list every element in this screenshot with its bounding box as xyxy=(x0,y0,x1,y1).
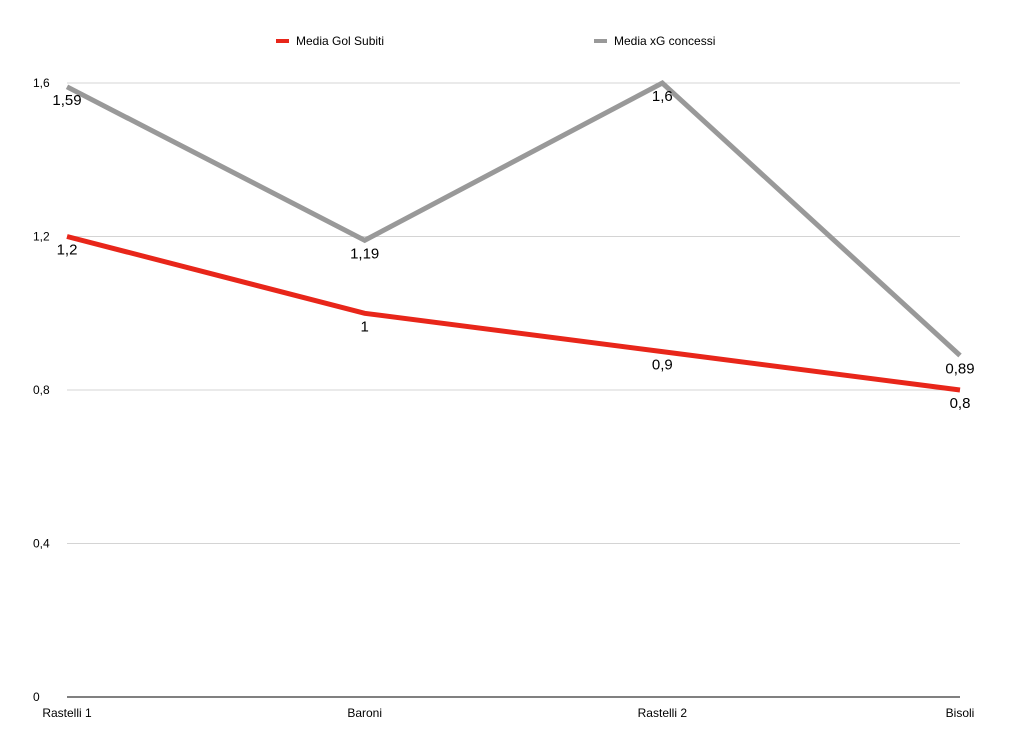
data-label: 1,19 xyxy=(350,245,379,262)
y-tick-label: 1,6 xyxy=(33,76,50,90)
data-label: 0,89 xyxy=(945,360,974,377)
legend: Media Gol Subiti Media xG concessi xyxy=(276,34,715,48)
data-labels: 1,2 1 0,9 0,8 1,59 1,19 1,6 0,89 xyxy=(52,88,974,412)
x-tick-label: Baroni xyxy=(347,706,382,720)
x-tick-label: Rastelli 1 xyxy=(42,706,92,720)
data-label: 1,59 xyxy=(52,92,81,109)
y-tick-label: 0 xyxy=(33,690,40,704)
series-lines xyxy=(65,79,962,393)
series-line-media-gol-subiti xyxy=(66,234,961,393)
legend-label: Media xG concessi xyxy=(614,34,715,48)
x-tick-label: Bisoli xyxy=(946,706,975,720)
x-tick-label: Rastelli 2 xyxy=(638,706,688,720)
legend-label: Media Gol Subiti xyxy=(296,34,384,48)
grid-lines xyxy=(67,82,960,544)
y-axis-ticks: 0 0,4 0,8 1,2 1,6 xyxy=(33,76,50,704)
data-label: 0,8 xyxy=(950,395,971,412)
data-label: 0,9 xyxy=(652,357,673,374)
y-tick-label: 0,4 xyxy=(33,537,50,551)
data-label: 1 xyxy=(360,318,368,335)
y-tick-label: 1,2 xyxy=(33,230,50,244)
data-label: 1,2 xyxy=(57,242,78,259)
y-tick-label: 0,8 xyxy=(33,383,50,397)
data-label: 1,6 xyxy=(652,88,673,105)
x-axis-ticks: Rastelli 1 Baroni Rastelli 2 Bisoli xyxy=(42,706,974,720)
series-line-media-xg-concessi xyxy=(65,79,962,358)
